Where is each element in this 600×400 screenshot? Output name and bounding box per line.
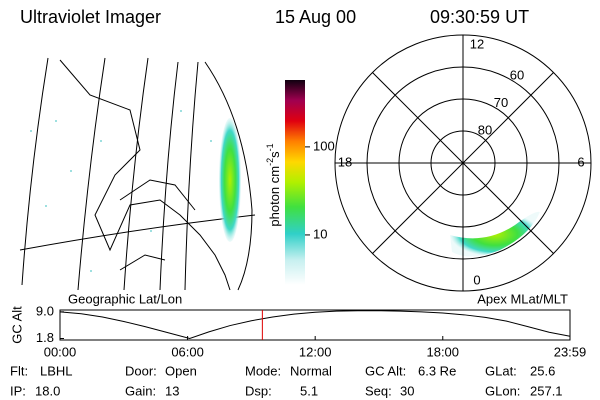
- geographic-map: [19, 57, 256, 291]
- x-tick-label: 18:00: [426, 344, 459, 359]
- status-label: Dsp:: [245, 383, 272, 398]
- mlt-label: 0: [473, 272, 480, 287]
- y-tick-label: 1.8: [36, 330, 54, 345]
- status-value: 5.1: [300, 383, 318, 398]
- magnetic-label: Apex MLat/MLT: [477, 291, 568, 306]
- colorbar-tick-label: 10: [313, 226, 327, 241]
- lat-ring: [366, 66, 560, 260]
- status-label: Flt:: [10, 363, 28, 378]
- geographic-label: Geographic Lat/Lon: [68, 291, 182, 306]
- mlt-label: 12: [470, 36, 484, 51]
- lat-ring: [398, 98, 528, 228]
- date: 15 Aug 00: [275, 7, 356, 27]
- colorbar-tick-label: 100: [313, 138, 335, 153]
- y-axis-label: GC Alt: [9, 306, 24, 344]
- polar-spoke: [372, 72, 554, 254]
- status-value: 257.1: [530, 383, 563, 398]
- time: 09:30:59 UT: [430, 7, 529, 27]
- status-value: LBHL: [40, 363, 73, 378]
- status-value: 30: [400, 383, 414, 398]
- mlt-label: 18: [338, 154, 352, 169]
- lat-ring-label: 60: [510, 67, 524, 82]
- lat-ring-label: 80: [478, 123, 492, 138]
- instrument-title: Ultraviolet Imager: [20, 7, 161, 27]
- status-value: 6.3 Re: [418, 363, 456, 378]
- status-label: Mode:: [245, 363, 281, 378]
- status-label: Door:: [125, 363, 157, 378]
- colorbar-label: photon cm-2s-1: [265, 143, 282, 226]
- status-label: GLat:: [485, 363, 517, 378]
- status-label: Gain:: [125, 383, 156, 398]
- x-tick-label: 00:00: [44, 344, 77, 359]
- x-tick-label: 12:00: [299, 344, 332, 359]
- mlt-label: 6: [577, 154, 584, 169]
- status-value: 13: [165, 383, 179, 398]
- lat-ring: [430, 130, 496, 196]
- status-label: GLon:: [485, 383, 520, 398]
- altitude-line: [59, 310, 571, 340]
- status-value: 18.0: [35, 383, 60, 398]
- status-label: GC Alt:: [365, 363, 406, 378]
- lat-ring-label: 70: [494, 95, 508, 110]
- x-tick-label: 06:00: [171, 344, 204, 359]
- x-tick-label: 23:59: [554, 344, 587, 359]
- status-value: Open: [165, 363, 197, 378]
- aurora-oval: [450, 211, 540, 257]
- status-value: Normal: [290, 363, 332, 378]
- status-value: 25.6: [530, 363, 555, 378]
- status-label: Seq:: [365, 383, 392, 398]
- y-tick-label: 9.0: [36, 303, 54, 318]
- status-label: IP:: [10, 383, 26, 398]
- colorbar: [285, 80, 305, 285]
